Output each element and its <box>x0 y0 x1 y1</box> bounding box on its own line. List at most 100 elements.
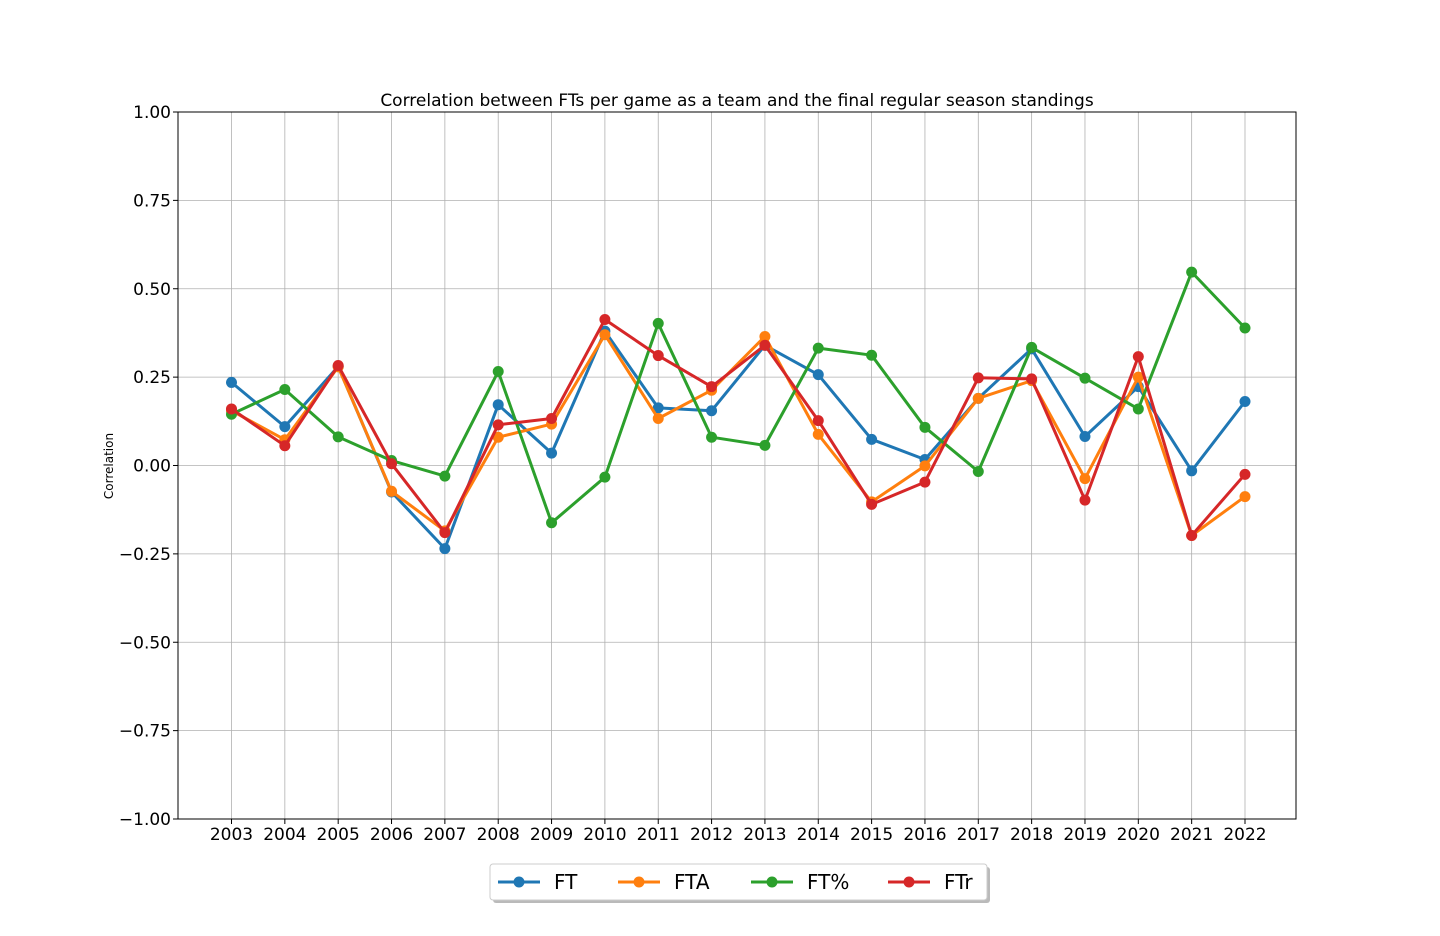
data-point-ft-pct <box>546 517 558 529</box>
data-point-fta <box>386 485 398 497</box>
legend-label-ft: FT <box>554 870 578 894</box>
data-point-ftr <box>706 381 718 393</box>
data-point-ft <box>1239 396 1251 408</box>
data-point-ftr <box>386 458 398 470</box>
data-point-ft-pct <box>1239 322 1251 334</box>
x-tick-label: 2019 <box>1063 825 1106 845</box>
series-line-ft <box>230 329 1247 551</box>
data-point-ftr <box>652 350 664 362</box>
y-axis-label: Correlation <box>102 433 116 499</box>
data-point-ft-pct <box>919 421 931 433</box>
data-point-ftr <box>812 415 824 427</box>
x-tick-label: 2009 <box>530 825 573 845</box>
data-point-ft <box>439 543 451 555</box>
data-point-ft <box>812 369 824 381</box>
data-point-ft-pct <box>332 431 344 443</box>
data-point-fta <box>1079 473 1091 485</box>
data-point-ft <box>546 447 558 459</box>
data-point-fta <box>599 329 611 341</box>
x-tick-label: 2020 <box>1117 825 1160 845</box>
data-point-ftr <box>1239 468 1251 480</box>
y-tick-label: −1.00 <box>119 810 171 830</box>
x-tick-label: 2018 <box>1010 825 1053 845</box>
data-point-ft <box>1079 431 1091 443</box>
y-tick-label: −0.50 <box>119 633 171 653</box>
data-point-fta <box>652 412 664 424</box>
data-point-ft-pct <box>706 431 718 443</box>
series-line-ft-pct <box>230 270 1247 525</box>
legend-box <box>489 863 988 901</box>
y-tick-label: 1.00 <box>133 103 171 123</box>
data-point-ftr <box>492 419 504 431</box>
data-point-ft <box>866 433 878 445</box>
x-tick-label: 2011 <box>637 825 680 845</box>
x-tick-label: 2010 <box>583 825 626 845</box>
data-point-ftr <box>439 527 451 539</box>
x-tick-label: 2021 <box>1170 825 1213 845</box>
series-ft-pct <box>226 266 1251 529</box>
y-tick-label: 0.00 <box>133 457 171 477</box>
data-point-fta <box>812 428 824 440</box>
data-point-ft-pct <box>439 470 451 482</box>
data-point-ft-pct <box>599 471 611 483</box>
data-point-ft <box>279 421 291 433</box>
data-point-ftr <box>759 339 771 351</box>
chart-title: Correlation between FTs per game as a te… <box>380 91 1094 111</box>
data-point-ft-pct <box>812 342 824 354</box>
data-point-ftr <box>546 412 558 424</box>
x-tick-label: 2012 <box>690 825 733 845</box>
data-point-fta <box>919 460 931 472</box>
legend-label-fta: FTA <box>674 870 710 894</box>
data-point-fta <box>759 330 771 342</box>
series-line-fta <box>230 333 1246 537</box>
data-point-ft <box>706 405 718 417</box>
data-point-ft <box>1186 465 1198 477</box>
data-point-ftr <box>279 440 291 452</box>
x-tick-label: 2013 <box>743 825 786 845</box>
x-tick-label: 2007 <box>423 825 466 845</box>
data-point-ftr <box>919 476 931 488</box>
data-point-ftr <box>866 498 878 510</box>
data-point-ftr <box>599 314 611 326</box>
x-tick-label: 2005 <box>317 825 360 845</box>
data-point-ft-pct <box>492 365 504 377</box>
x-tick-label: 2015 <box>850 825 893 845</box>
data-point-ft <box>226 376 237 388</box>
x-tick-label: 2014 <box>797 825 840 845</box>
x-axis: 2003 2004 2005 2006 2007 2008 2009 2010 2011 2012… <box>210 819 1267 845</box>
x-tick-label: 2008 <box>477 825 520 845</box>
data-point-ft <box>492 399 504 411</box>
legend-label-ft-pct: FT% <box>807 870 849 894</box>
data-point-ft-pct <box>1079 372 1091 384</box>
legend-label-ftr: FTr <box>944 870 973 894</box>
data-point-ftr <box>1079 494 1091 506</box>
series-fta <box>226 329 1251 541</box>
y-tick-label: −0.25 <box>119 545 171 565</box>
data-point-ft-pct <box>652 317 664 329</box>
y-axis: −1.00 −0.75 −0.50 −0.25 0.00 0.25 0.50 0.75 1.00 <box>119 103 178 830</box>
series-group <box>226 266 1251 555</box>
data-point-fta <box>492 431 504 443</box>
data-point-ft-pct <box>1026 341 1038 353</box>
data-point-ft-pct <box>759 439 771 451</box>
x-tick-label: 2004 <box>263 825 306 845</box>
data-point-ftr <box>226 403 237 415</box>
data-point-ftr <box>972 372 984 384</box>
x-tick-label: 2017 <box>957 825 1000 845</box>
data-point-fta <box>972 392 984 404</box>
x-tick-label: 2003 <box>210 825 253 845</box>
legend: FT FTA FT% FTr <box>489 863 990 903</box>
grid-lines <box>178 111 1296 820</box>
data-point-ft-pct <box>1132 403 1144 415</box>
x-tick-label: 2006 <box>370 825 413 845</box>
data-point-ftr <box>1186 529 1198 541</box>
data-point-ft-pct <box>866 349 878 361</box>
legend-marker-ft <box>513 876 525 888</box>
y-tick-label: 0.75 <box>133 191 171 211</box>
data-point-ft-pct <box>1186 266 1198 278</box>
data-point-ft-pct <box>279 383 291 395</box>
series-ftr <box>226 314 1251 541</box>
data-point-ftr <box>1026 373 1038 385</box>
legend-marker-ftr <box>903 876 915 888</box>
